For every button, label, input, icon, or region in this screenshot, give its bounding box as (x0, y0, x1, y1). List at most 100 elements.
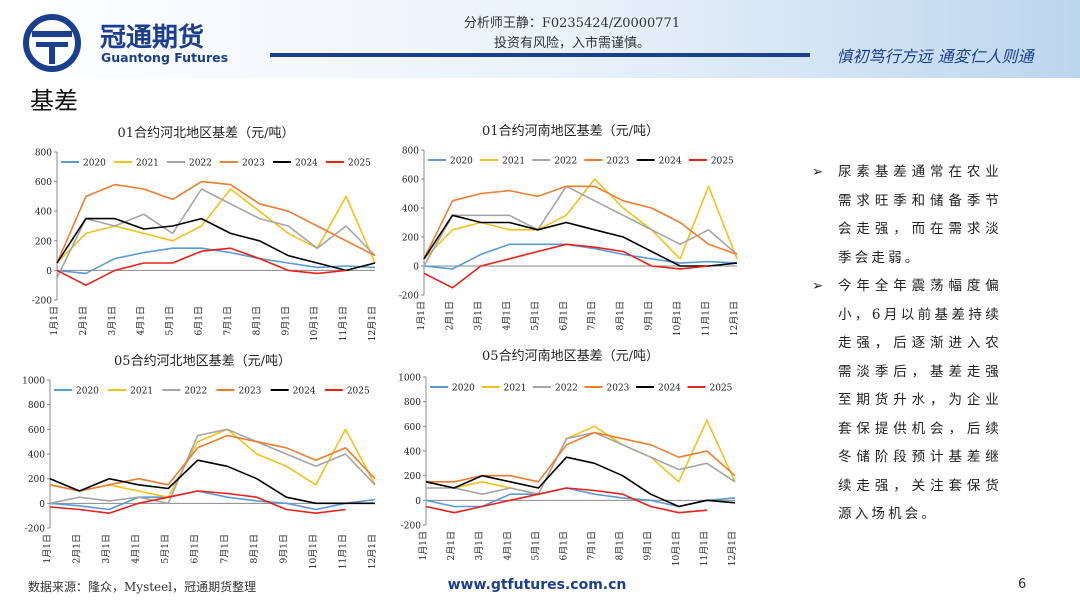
y-tick-label: -200 (25, 525, 45, 535)
source: 数据来源：隆众，Mysteel，冠通期货整理 (28, 579, 256, 594)
y-tick-label: 0 (415, 497, 421, 507)
company-name: 冠通期货 (100, 22, 204, 53)
y-tick-label: 0 (413, 263, 419, 273)
x-tick-label: 1月1日 (416, 301, 427, 330)
x-tick-label: 8月1日 (615, 531, 626, 560)
y-tick-label: 0 (46, 267, 52, 277)
legend-label: 2024 (295, 159, 318, 169)
x-tick-label: 3月1日 (474, 531, 485, 560)
series-line (56, 247, 376, 275)
series-line (425, 419, 736, 495)
x-tick-label: 1月1日 (49, 306, 60, 335)
x-tick-label: 4月1日 (131, 534, 142, 563)
x-tick-label: 3月1日 (473, 301, 484, 330)
y-tick-label: 0 (39, 500, 45, 510)
y-tick-label: 200 (35, 237, 52, 247)
x-tick-label: 6月1日 (194, 306, 205, 335)
x-tick-label: 3月1日 (101, 534, 112, 563)
chart: 05合约河南地区基差（元/吨） -200 0 200 400 600 800 1000 1月1日… (398, 348, 738, 566)
x-tick-label: 4月1日 (136, 306, 147, 335)
chart: 01合约河北地区基差（元/吨） -200 0 200 400 600 800 1月1日 2月1日… (32, 126, 378, 341)
series-line (56, 188, 376, 264)
x-tick-label: 8月1日 (249, 534, 260, 563)
legend-label: 2022 (554, 157, 577, 167)
bullet: 今年全年震荡幅度偏小，6月以前基差持续走强，后逐渐进入农需淡季后，基差走强至期货… (812, 272, 1002, 529)
y-tick-label: 400 (404, 448, 421, 458)
y-tick-label: 800 (402, 147, 419, 157)
x-tick-label: 11月1日 (701, 301, 712, 336)
x-tick-label: 9月1日 (644, 301, 655, 330)
y-tick-label: 1000 (398, 374, 421, 384)
y-tick-label: 600 (402, 176, 419, 186)
series-line (426, 431, 736, 495)
x-tick-label: 8月1日 (251, 306, 262, 335)
x-tick-label: 10月1日 (671, 531, 682, 566)
series-line (423, 185, 738, 267)
series-line (423, 178, 738, 260)
legend-label: 2020 (76, 387, 99, 397)
slide-title: 基差 (30, 87, 78, 115)
x-tick-label: 7月1日 (587, 531, 598, 560)
legend-label: 2024 (293, 387, 316, 397)
y-tick-label: -200 (399, 292, 419, 302)
chart: 01合约河南地区基差（元/吨） -200 0 200 400 600 800 1月1日 2月1日… (399, 123, 740, 336)
x-tick-label: 5月1日 (165, 306, 176, 335)
x-tick-label: 7月1日 (222, 306, 233, 335)
legend-label: 2023 (607, 384, 630, 394)
series-line (423, 185, 738, 260)
website: www.gtfutures.com.cn (448, 577, 627, 593)
header-background (0, 0, 1080, 78)
x-tick-label: 12月1日 (729, 301, 740, 336)
x-tick-label: 6月1日 (558, 531, 569, 560)
legend-label: 2020 (83, 159, 106, 169)
legend-label: 2021 (136, 159, 159, 169)
y-tick-label: 600 (28, 426, 45, 436)
x-tick-label: 7月1日 (587, 301, 598, 330)
legend-label: 2022 (555, 384, 578, 394)
y-tick-label: -200 (32, 297, 52, 307)
series-line (49, 434, 376, 492)
legend-label: 2022 (184, 387, 207, 397)
page-number: 6 (1018, 577, 1026, 592)
series-line (49, 459, 375, 505)
x-tick-label: 12月1日 (367, 306, 378, 341)
series-line (56, 217, 376, 272)
chart: 05合约河北地区基差（元/吨） -200 0 200 400 600 800 1000 1月1日… (22, 354, 378, 569)
x-tick-label: 6月1日 (558, 301, 569, 330)
header-rule (270, 53, 810, 57)
legend-label: 2025 (711, 157, 734, 167)
y-tick-label: 400 (35, 208, 52, 218)
series-line (56, 188, 376, 279)
chart-title: 01合约河南地区基差（元/吨） (482, 123, 659, 139)
legend-label: 2025 (348, 159, 371, 169)
x-tick-label: 12月1日 (727, 531, 738, 566)
x-tick-label: 10月1日 (672, 301, 683, 336)
legend-label: 2023 (242, 159, 265, 169)
y-tick-label: 600 (35, 178, 52, 188)
notes: 尿素基差通常在农业需求旺季和储备季节会走强，而在需求淡季会走弱。 今年全年震荡幅… (812, 158, 1002, 529)
company-name-en: Guantong Futures (101, 50, 228, 65)
x-tick-label: 8月1日 (615, 301, 626, 330)
risk-warning: 投资有风险，入市需谨慎。 (494, 35, 650, 51)
y-tick-label: 200 (402, 234, 419, 244)
y-tick-label: 800 (404, 398, 421, 408)
series-line (423, 243, 709, 289)
x-tick-label: 4月1日 (502, 531, 513, 560)
y-tick-label: 400 (28, 451, 45, 461)
legend-label: 2024 (658, 384, 681, 394)
y-tick-label: 200 (404, 472, 421, 482)
series-line (49, 428, 376, 505)
legend-label: 2024 (659, 157, 682, 167)
x-tick-label: 12月1日 (367, 534, 378, 569)
legend-label: 2021 (130, 387, 153, 397)
x-tick-label: 9月1日 (643, 531, 654, 560)
legend-label: 2023 (607, 157, 630, 167)
x-tick-label: 2月1日 (444, 301, 455, 330)
legend-label: 2020 (450, 157, 473, 167)
y-tick-label: 400 (402, 205, 419, 215)
x-tick-label: 11月1日 (699, 531, 710, 566)
chart-title: 05合约河北地区基差（元/吨） (114, 354, 291, 369)
x-tick-label: 2月1日 (446, 531, 457, 560)
